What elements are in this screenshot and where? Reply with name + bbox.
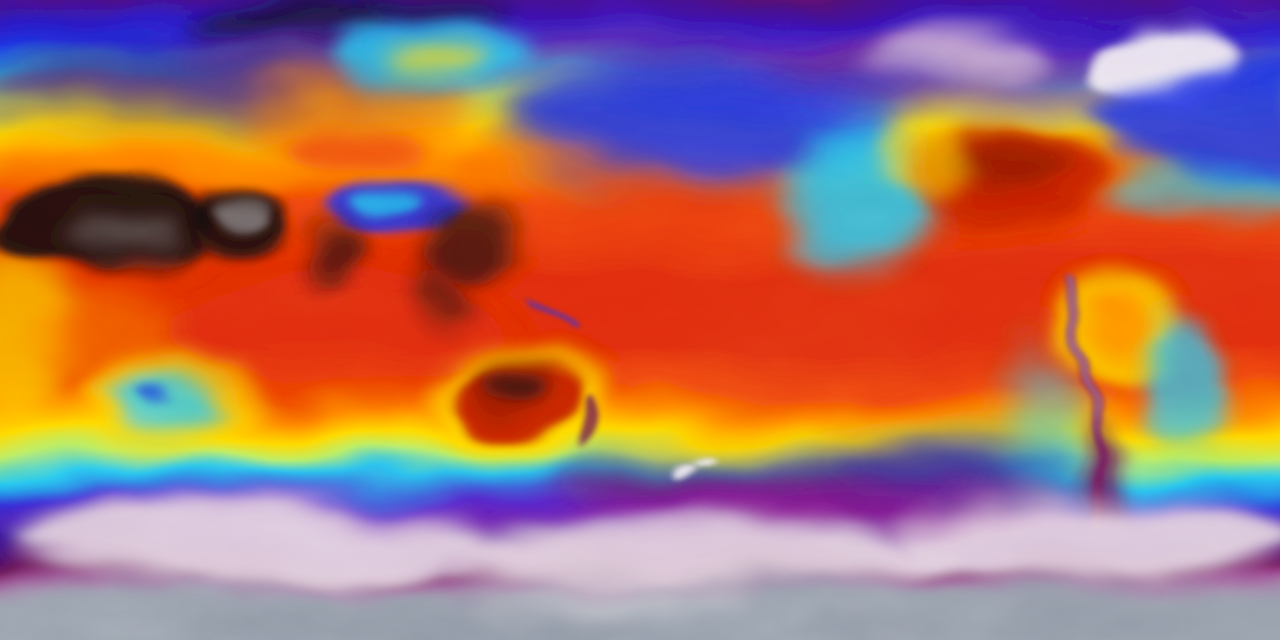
fine-grain-texture: [0, 0, 1280, 640]
temperature-map-svg: [0, 0, 1280, 640]
global-temperature-map: [0, 0, 1280, 640]
